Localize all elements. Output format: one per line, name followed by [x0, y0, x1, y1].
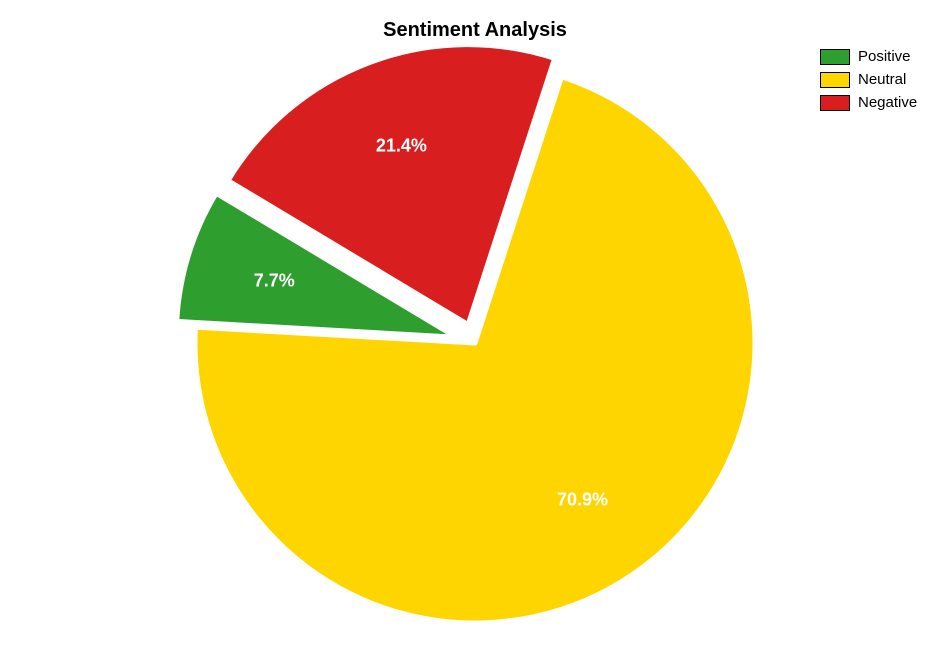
chart-title: Sentiment Analysis — [0, 19, 950, 42]
legend-item-neutral: Neutral — [820, 71, 906, 88]
legend-swatch-negative — [820, 95, 850, 111]
pie-svg — [0, 0, 950, 662]
legend-item-positive: Positive — [820, 48, 911, 65]
legend-label-positive: Positive — [858, 48, 911, 65]
legend-swatch-neutral — [820, 72, 850, 88]
slice-label-negative: 21.4% — [376, 136, 427, 157]
legend-swatch-positive — [820, 49, 850, 65]
sentiment-pie-chart: Sentiment Analysis Positive Neutral Negati… — [0, 0, 950, 662]
slice-label-neutral: 70.9% — [557, 490, 608, 511]
slice-label-positive: 7.7% — [254, 271, 295, 292]
legend-label-neutral: Neutral — [858, 71, 906, 88]
legend-item-negative: Negative — [820, 94, 917, 111]
legend-label-negative: Negative — [858, 94, 917, 111]
